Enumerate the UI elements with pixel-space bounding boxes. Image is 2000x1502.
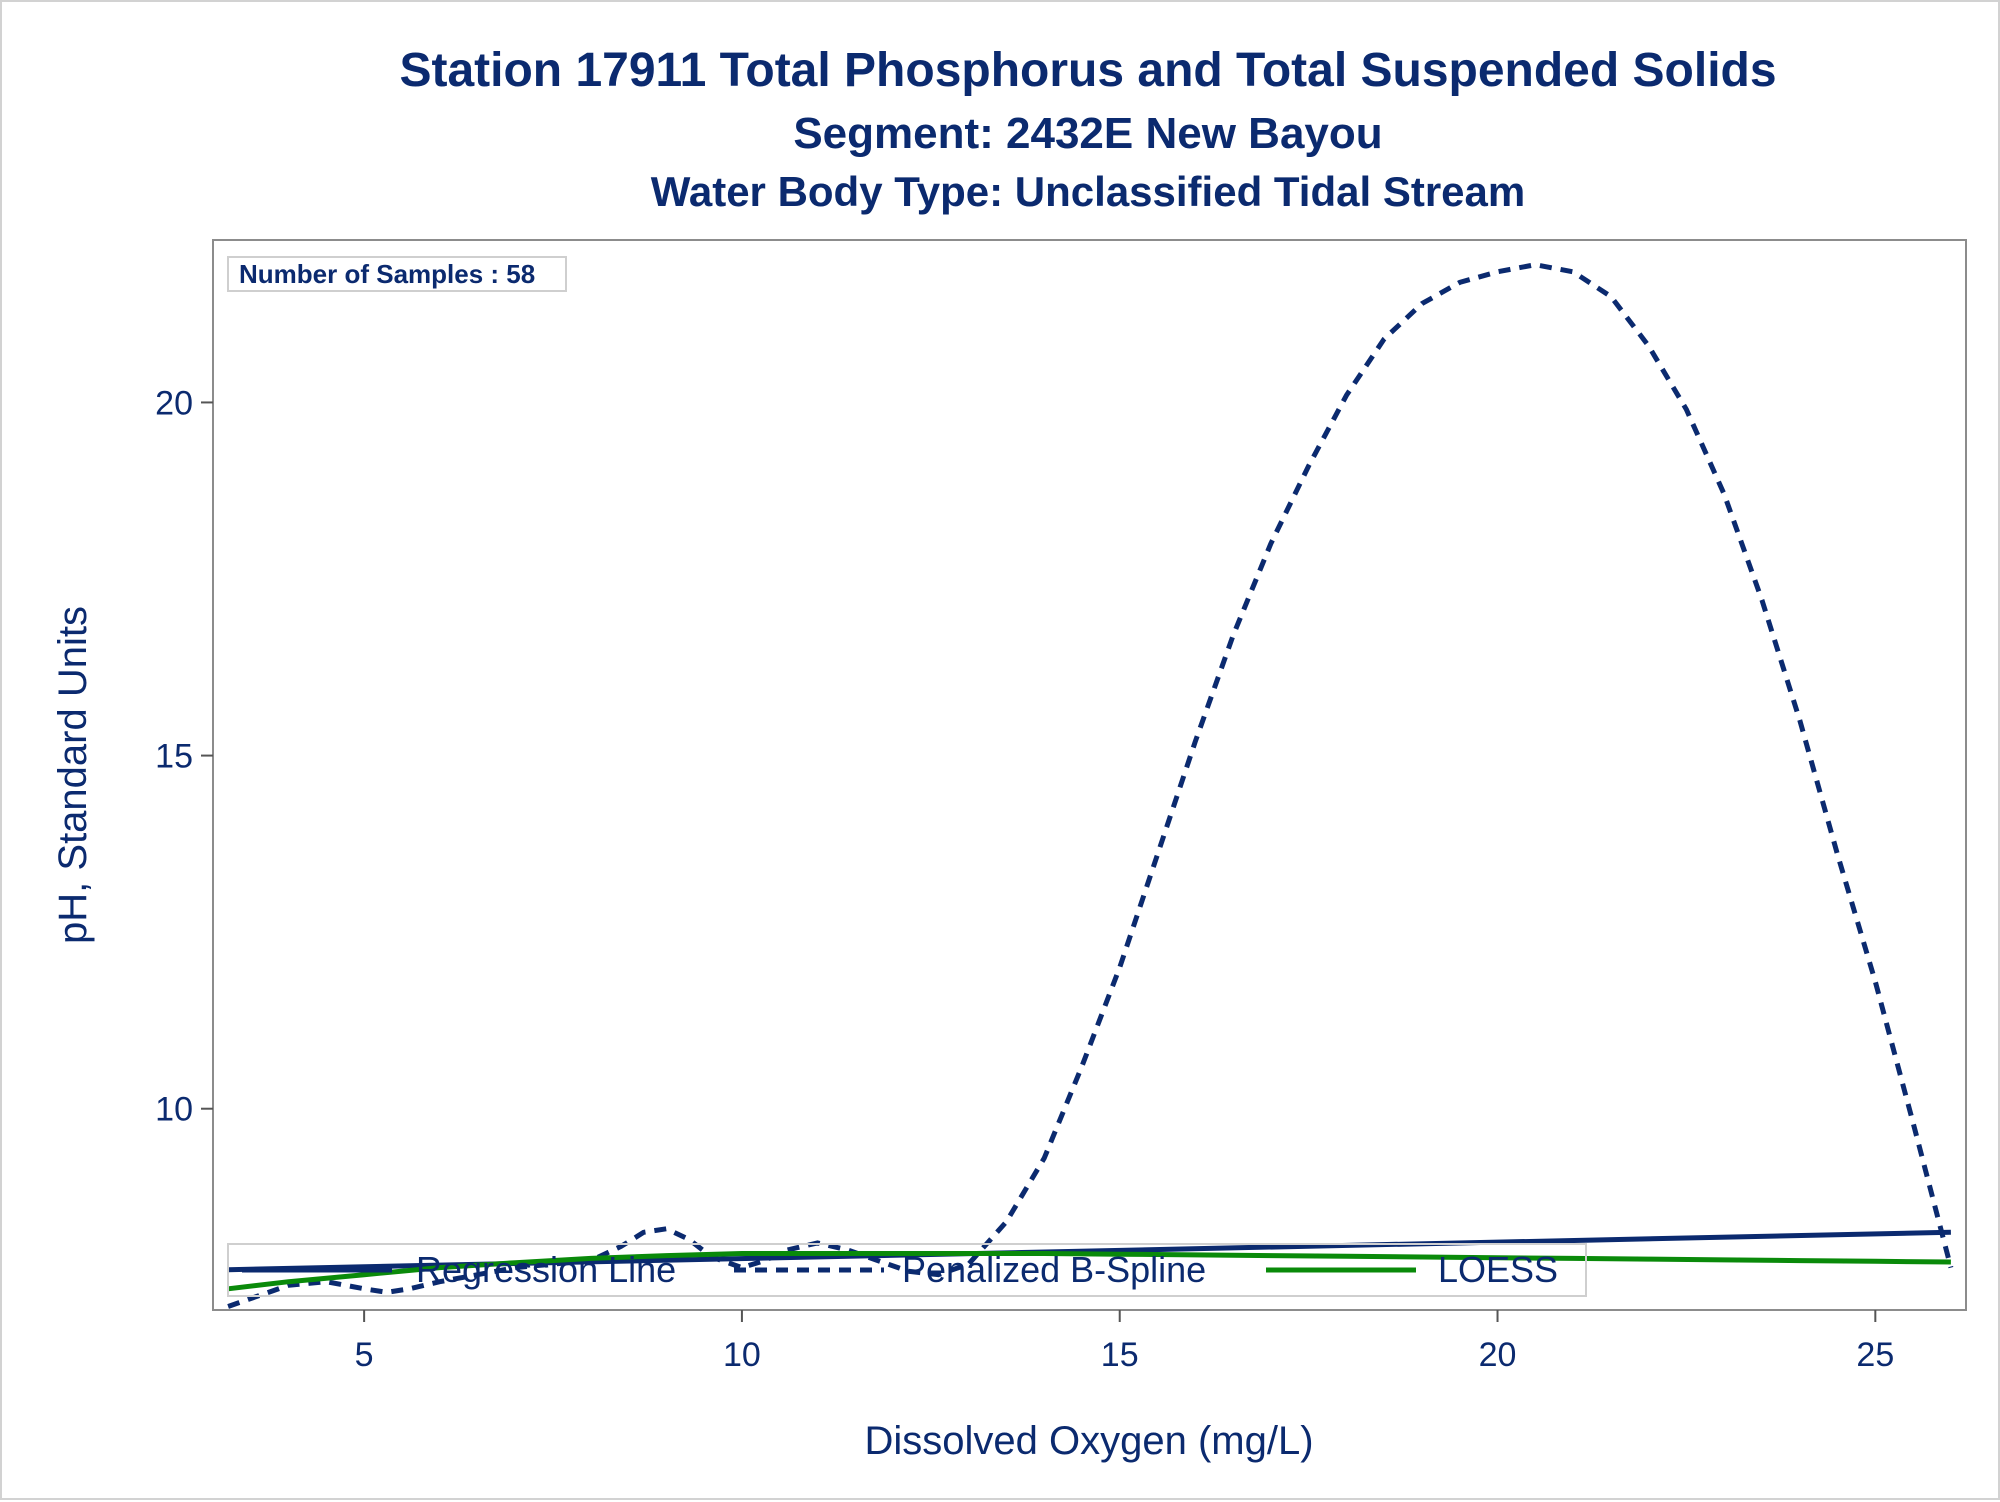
y-axis-label: pH, Standard Units [51, 606, 95, 944]
y-axis-ticks: 10 15 20 [155, 384, 213, 1129]
chart-subtitle: Segment: 2432E New Bayou [793, 109, 1382, 158]
legend-box [227, 1243, 1587, 1297]
x-tick-label: 15 [1101, 1336, 1139, 1374]
x-axis-ticks: 5 10 15 20 25 [355, 1310, 1894, 1374]
x-tick-label: 10 [723, 1336, 761, 1374]
series-line-loess [227, 1251, 1951, 1292]
legend: Regression Line Penalized B-Spline LOESS [227, 1243, 1587, 1297]
legend-label-regression-line: Regression Line [416, 1249, 676, 1290]
y-tick-label: 15 [155, 738, 193, 776]
series-layer [227, 262, 1954, 1309]
chart-subtitle-2: Water Body Type: Unclassified Tidal Stre… [651, 168, 1525, 215]
chart-title: Station 17911 Total Phosphorus and Total… [399, 44, 1776, 97]
y-tick-label: 10 [155, 1091, 193, 1129]
series-line-penalized-b-spline [227, 262, 1954, 1309]
legend-label-penalized-b-spline: Penalized B-Spline [902, 1249, 1206, 1290]
x-tick-label: 5 [355, 1336, 374, 1374]
legend-label-loess: LOESS [1438, 1249, 1558, 1290]
x-tick-label: 25 [1856, 1336, 1894, 1374]
inset-label: Number of Samples : 58 [239, 259, 535, 289]
plot-area [212, 239, 1967, 1311]
x-tick-label: 20 [1479, 1336, 1517, 1374]
y-tick-label: 20 [155, 384, 193, 422]
x-axis-label: Dissolved Oxygen (mg/L) [864, 1419, 1313, 1463]
inset-label-box [227, 256, 567, 292]
